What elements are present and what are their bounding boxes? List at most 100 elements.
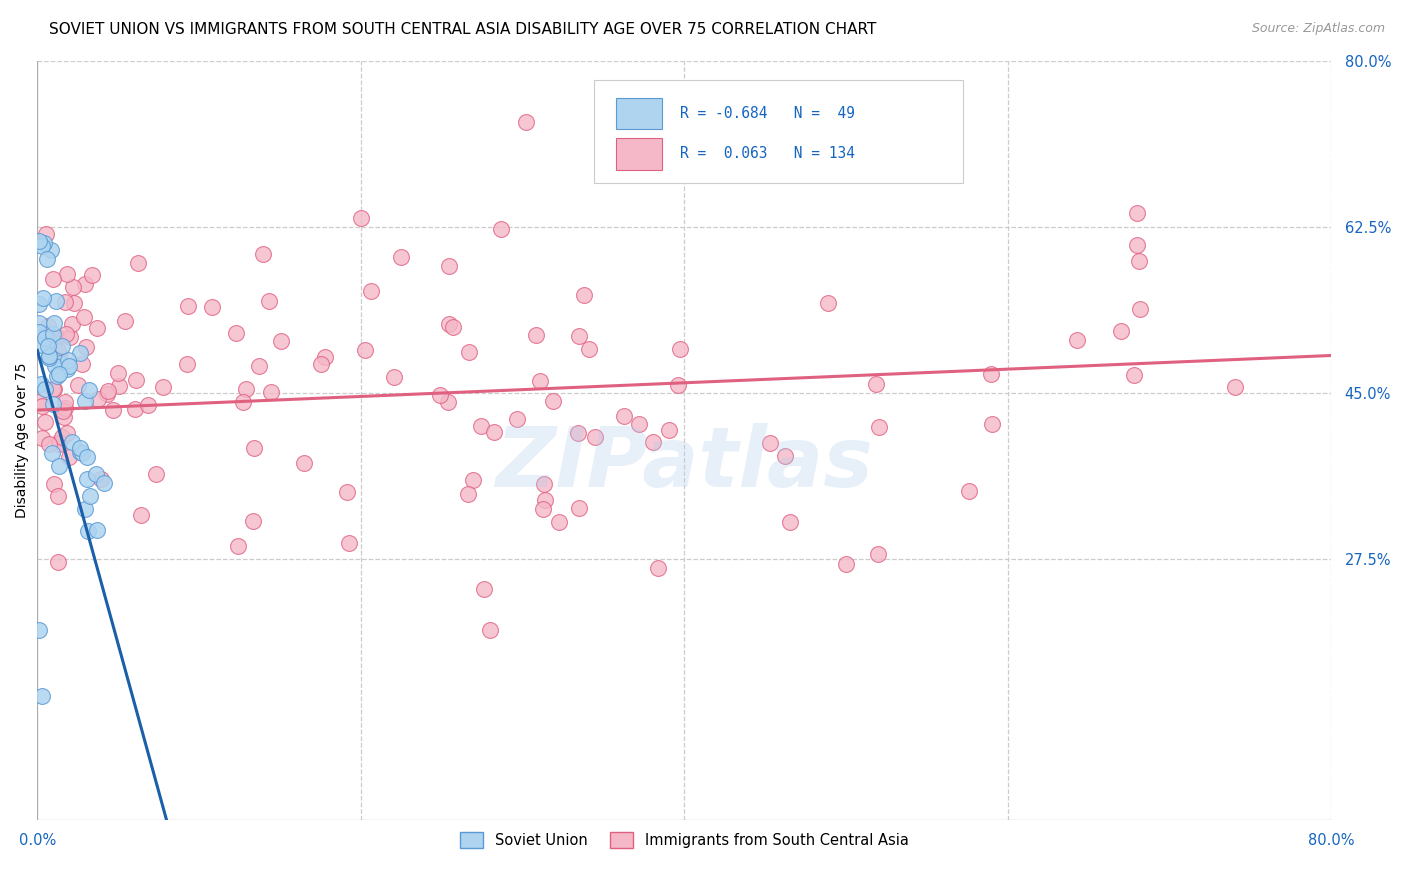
Point [567, 425, 589, 440]
Point [42, 477, 65, 491]
Point [48, 348, 70, 362]
Point [35, 252, 58, 266]
Point [90, 472, 112, 486]
Text: Source: ZipAtlas.com: Source: ZipAtlas.com [1251, 22, 1385, 36]
Point [957, 484, 980, 499]
Point [58, 330, 80, 344]
Point [42, 316, 65, 330]
Point [1128, 253, 1150, 268]
Point [568, 329, 591, 343]
Point [666, 377, 689, 392]
Point [152, 380, 174, 394]
Point [583, 430, 606, 444]
Point [35, 227, 58, 241]
Point [457, 344, 479, 359]
Point [39, 243, 62, 257]
Point [70, 446, 93, 460]
Point [28, 623, 51, 637]
Point [53, 395, 76, 409]
Point [86, 523, 108, 537]
Point [578, 343, 600, 357]
Point [524, 327, 547, 342]
Point [124, 401, 146, 416]
Point [53, 401, 76, 415]
Point [38, 351, 60, 365]
Point [868, 420, 890, 434]
Point [817, 296, 839, 310]
Point [31, 338, 53, 352]
Point [28, 234, 51, 248]
Point [76, 450, 98, 464]
Point [470, 419, 492, 434]
Point [472, 582, 495, 596]
Point [56, 362, 79, 376]
Point [628, 417, 651, 431]
Point [980, 417, 1002, 432]
Point [835, 557, 858, 571]
Point [42, 271, 65, 285]
Point [437, 317, 460, 331]
Point [77, 383, 100, 397]
Text: SOVIET UNION VS IMMIGRANTS FROM SOUTH CENTRAL ASIA DISABILITY AGE OVER 75 CORREL: SOVIET UNION VS IMMIGRANTS FROM SOUTH CE… [49, 22, 876, 37]
Point [48, 435, 70, 450]
Point [66, 377, 89, 392]
Point [758, 436, 780, 450]
Point [235, 382, 257, 396]
Point [31, 431, 53, 445]
Point [543, 394, 565, 409]
Point [34, 415, 56, 429]
Point [242, 514, 264, 528]
Point [42, 382, 65, 396]
Point [489, 222, 512, 236]
Point [127, 256, 149, 270]
Point [515, 115, 537, 129]
Point [259, 385, 281, 400]
Point [145, 467, 167, 481]
Point [443, 320, 465, 334]
Point [1122, 368, 1144, 383]
Point [55, 326, 77, 341]
Point [669, 342, 692, 356]
Point [568, 501, 591, 516]
Point [350, 211, 373, 226]
Point [641, 435, 664, 450]
Point [270, 334, 292, 348]
Point [46, 555, 69, 569]
Point [786, 92, 808, 106]
Point [46, 489, 69, 503]
Point [292, 456, 315, 470]
Point [336, 484, 359, 499]
Point [38, 349, 60, 363]
Point [45, 293, 67, 308]
Legend: Soviet Union, Immigrants from South Central Asia: Soviet Union, Immigrants from South Cent… [454, 826, 914, 855]
Point [548, 516, 571, 530]
Point [389, 250, 412, 264]
Point [773, 449, 796, 463]
Point [52, 404, 75, 418]
Point [28, 316, 51, 330]
Point [48, 437, 70, 451]
Text: R =  0.063   N = 134: R = 0.063 N = 134 [681, 146, 855, 161]
Point [56, 425, 79, 440]
FancyBboxPatch shape [593, 80, 963, 183]
Point [75, 277, 97, 292]
Point [58, 359, 80, 373]
Point [56, 352, 79, 367]
Point [176, 299, 198, 313]
Point [125, 373, 148, 387]
Point [437, 259, 460, 273]
Point [1126, 237, 1149, 252]
Point [353, 343, 375, 357]
Point [101, 403, 124, 417]
Point [1109, 324, 1132, 338]
Point [31, 291, 53, 305]
Point [48, 368, 70, 382]
Point [479, 623, 502, 637]
Text: R = -0.684   N =  49: R = -0.684 N = 49 [681, 106, 855, 121]
Point [69, 346, 91, 360]
Point [58, 450, 80, 464]
Point [31, 399, 53, 413]
Point [360, 284, 382, 298]
Point [80, 268, 103, 282]
Point [62, 280, 84, 294]
